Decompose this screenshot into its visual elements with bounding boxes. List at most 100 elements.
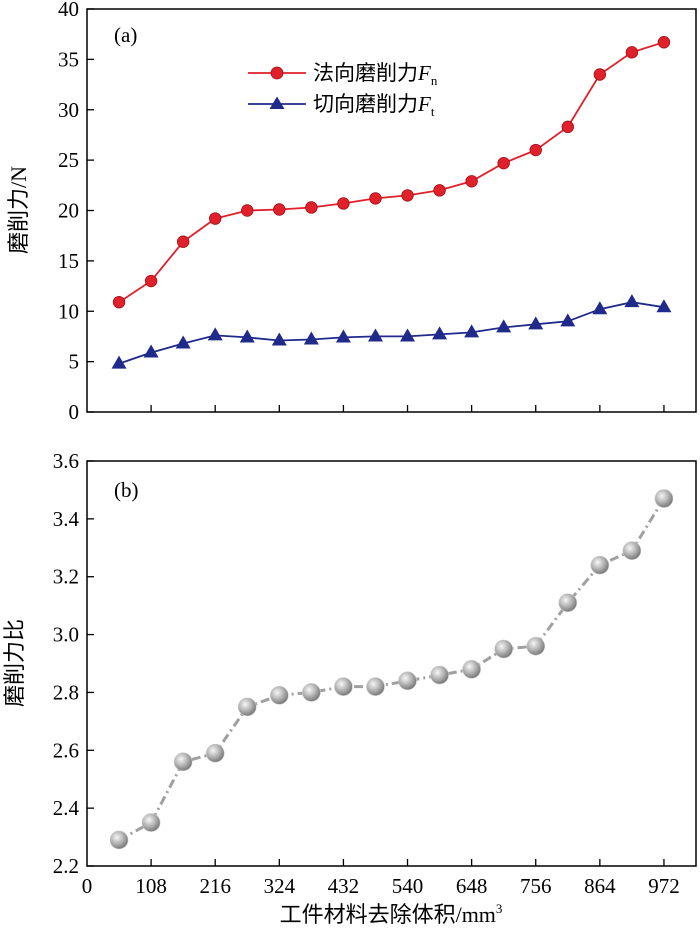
data-point-triangle — [656, 299, 672, 313]
data-point-sphere — [205, 743, 225, 763]
data-point-sphere — [494, 639, 513, 659]
data-point-triangle — [303, 331, 319, 345]
panel-b-series — [109, 489, 674, 850]
data-point-circle — [401, 189, 414, 202]
data-point-circle — [337, 197, 350, 210]
data-point-triangle — [592, 301, 608, 315]
panel-b: (b) 磨削力比 2.2 2.4 2.6 2.8 3.0 3.2 3.4 3.6 0 108 21… — [2, 449, 697, 927]
y-tick-label: 20 — [58, 199, 79, 223]
legend-label-tangential: 切向磨削力Ft — [313, 92, 435, 119]
legend-tangential-name: 切向磨削力 — [313, 92, 418, 116]
x-tick-label: 864 — [584, 874, 616, 898]
legend-marker-circle — [270, 66, 284, 80]
x-tick-label: 216 — [199, 874, 231, 898]
panel-a-series — [111, 36, 672, 369]
xlabel-superscript: 3 — [496, 901, 503, 916]
y-tick-label: 2.8 — [53, 680, 79, 704]
data-point-circle — [241, 204, 254, 217]
y-tick-label: 2.6 — [53, 738, 79, 762]
data-point-circle — [625, 46, 639, 59]
series-line-a-1 — [118, 301, 665, 365]
data-point-sphere — [398, 671, 417, 691]
legend-normal-name: 法向磨削力 — [313, 61, 418, 85]
data-point-triangle — [367, 328, 383, 342]
legend-marker-triangle — [269, 96, 285, 109]
y-tick-label: 25 — [58, 148, 79, 172]
x-tick-label: 324 — [264, 874, 296, 898]
data-point-circle — [305, 201, 318, 214]
data-point-sphere — [302, 683, 321, 702]
data-point-sphere — [462, 659, 481, 679]
panel-a-x-ticks — [150, 405, 665, 412]
data-point-triangle — [335, 329, 351, 343]
data-point-circle — [144, 274, 158, 288]
y-tick-label: 0 — [69, 400, 80, 424]
data-point-circle — [433, 184, 446, 197]
data-point-sphere — [654, 489, 674, 508]
y-tick-label: 40 — [58, 0, 79, 21]
data-point-sphere — [590, 555, 610, 575]
y-tick-label: 2.2 — [53, 854, 79, 878]
data-point-circle — [529, 143, 542, 157]
data-point-triangle — [496, 319, 512, 333]
legend-tangential-symbol: F — [417, 92, 431, 116]
data-point-triangle — [464, 324, 480, 338]
data-point-circle — [497, 156, 510, 170]
data-point-triangle — [239, 329, 255, 343]
x-tick-label: 108 — [135, 874, 167, 898]
data-point-sphere — [109, 830, 129, 850]
panel-b-tag: (b) — [114, 478, 139, 502]
panel-b-frame — [86, 460, 697, 867]
data-point-circle — [176, 235, 190, 248]
data-point-triangle — [400, 328, 416, 342]
x-tick-label: 432 — [328, 874, 360, 898]
data-point-sphere — [237, 697, 257, 717]
data-point-circle — [112, 295, 126, 309]
legend-tangential-sub: t — [431, 104, 435, 119]
x-tick-label: 0 — [82, 874, 93, 898]
series-line-a-0 — [118, 41, 665, 303]
data-point-sphere — [622, 541, 642, 560]
y-tick-label: 3.4 — [53, 507, 80, 531]
data-point-sphere — [334, 677, 353, 696]
panel-b-y-ticks: 2.2 2.4 2.6 2.8 3.0 3.2 3.4 3.6 — [53, 449, 94, 878]
panel-a-ylabel: 磨削力/N — [6, 166, 31, 254]
y-tick-label: 10 — [58, 299, 79, 323]
panel-b-x-ticks: 0 108 216 324 432 540 648 756 864 972 — [82, 859, 680, 898]
legend-label-normal: 法向磨削力Fn — [313, 61, 438, 88]
data-point-triangle — [111, 355, 127, 369]
data-point-triangle — [528, 316, 544, 330]
y-tick-label: 3.6 — [53, 449, 79, 473]
data-point-sphere — [558, 593, 578, 613]
data-point-circle — [561, 120, 574, 134]
data-point-triangle — [624, 294, 640, 308]
x-tick-label: 972 — [648, 874, 680, 898]
panel-a-legend: 法向磨削力Fn 切向磨削力Ft — [248, 61, 438, 119]
data-point-sphere — [366, 677, 385, 696]
legend-entry-normal-force: 法向磨削力Fn — [248, 61, 438, 88]
y-tick-label: 15 — [58, 249, 79, 273]
data-point-triangle — [207, 327, 223, 341]
data-point-circle — [273, 203, 286, 216]
y-tick-label: 3.0 — [53, 623, 79, 647]
legend-entry-tangential-force: 切向磨削力Ft — [248, 92, 435, 119]
x-tick-label: 648 — [456, 874, 488, 898]
legend-normal-sub: n — [431, 73, 438, 88]
data-point-sphere — [526, 636, 546, 656]
panel-b-ylabel: 磨削力比 — [2, 619, 27, 707]
data-point-circle — [465, 175, 478, 188]
y-tick-label: 5 — [69, 350, 80, 374]
data-point-sphere — [173, 752, 193, 772]
panel-a-y-ticks: 0 5 10 15 20 25 30 35 40 — [58, 0, 94, 424]
data-point-circle — [209, 212, 222, 225]
data-point-sphere — [430, 665, 449, 685]
data-point-triangle — [432, 326, 448, 340]
data-point-circle — [593, 68, 607, 81]
data-point-sphere — [141, 813, 161, 832]
x-tick-label: 540 — [392, 874, 424, 898]
y-tick-label: 3.2 — [53, 565, 79, 589]
xlabel-text: 工件材料去除体积/mm — [280, 902, 496, 927]
data-point-triangle — [560, 313, 576, 327]
